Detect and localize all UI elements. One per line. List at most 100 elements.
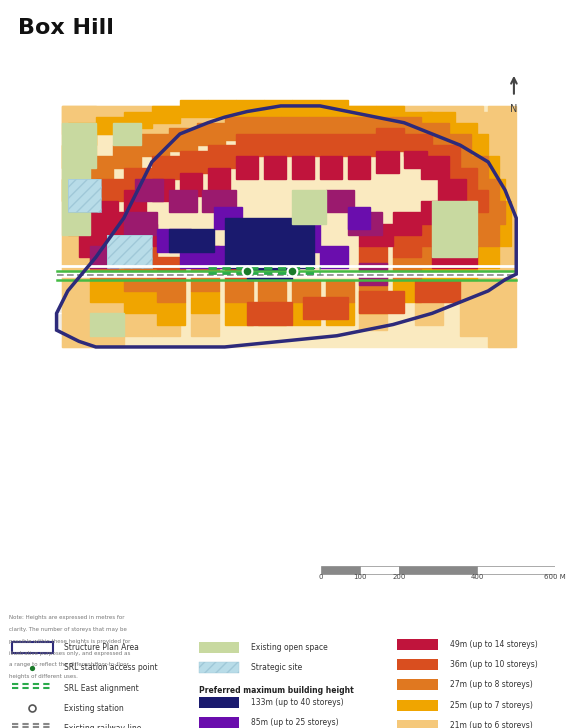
Bar <box>90 280 124 302</box>
Text: 600 M: 600 M <box>544 574 566 580</box>
Bar <box>477 201 505 223</box>
Bar <box>180 173 202 196</box>
Bar <box>326 302 354 325</box>
Text: Note: Heights are expressed in metres for: Note: Heights are expressed in metres fo… <box>9 615 124 620</box>
Bar <box>471 223 499 246</box>
Bar <box>68 179 90 201</box>
Text: 49m (up to 14 storeys): 49m (up to 14 storeys) <box>450 640 537 649</box>
Bar <box>62 167 90 235</box>
Bar <box>247 302 292 325</box>
Bar <box>225 302 253 325</box>
Bar <box>107 235 152 269</box>
Bar <box>90 313 124 336</box>
Text: Existing open space: Existing open space <box>251 643 328 652</box>
Bar <box>415 280 460 302</box>
Text: 0: 0 <box>319 574 324 580</box>
Bar <box>320 100 348 117</box>
Text: possible within these heights is provided for: possible within these heights is provide… <box>9 638 130 644</box>
Bar <box>236 157 258 179</box>
Bar <box>421 157 449 179</box>
Bar <box>90 302 118 336</box>
Bar <box>292 190 326 223</box>
Bar <box>264 157 286 179</box>
Bar <box>359 246 387 269</box>
Bar <box>393 280 421 302</box>
Bar <box>199 697 239 708</box>
Bar <box>199 662 239 673</box>
Bar <box>90 257 124 280</box>
Bar <box>426 111 454 134</box>
Bar <box>449 235 477 257</box>
Bar <box>482 223 510 246</box>
Text: 36m (up to 10 storeys): 36m (up to 10 storeys) <box>450 660 537 669</box>
Text: 27m (up to 8 storeys): 27m (up to 8 storeys) <box>450 681 533 689</box>
Bar <box>404 134 432 157</box>
Text: Strategic site: Strategic site <box>251 663 303 672</box>
Text: a range to reflect the different floor-to-floor: a range to reflect the different floor-t… <box>9 662 128 668</box>
Bar <box>303 296 348 319</box>
Bar <box>397 659 438 670</box>
Bar <box>482 201 510 223</box>
Bar <box>96 117 124 134</box>
Text: 85m (up to 25 storeys): 85m (up to 25 storeys) <box>251 718 339 727</box>
Bar <box>432 201 477 257</box>
Bar <box>124 167 152 190</box>
Bar <box>404 151 426 167</box>
Bar <box>158 229 191 252</box>
Bar <box>152 179 174 201</box>
Bar <box>376 128 404 151</box>
Bar <box>202 190 236 213</box>
Bar <box>258 302 286 325</box>
Bar <box>180 246 225 269</box>
Bar <box>348 134 376 157</box>
Bar <box>169 128 197 151</box>
Bar <box>90 246 118 269</box>
Bar <box>264 100 292 117</box>
Text: Existing railway line: Existing railway line <box>64 724 141 728</box>
Bar <box>197 123 225 145</box>
Bar <box>68 179 102 213</box>
Bar <box>68 196 90 218</box>
Text: 100: 100 <box>353 574 367 580</box>
Text: SRL East alignment: SRL East alignment <box>64 684 139 692</box>
Bar <box>393 213 421 235</box>
Bar <box>214 207 242 229</box>
Bar <box>107 235 152 269</box>
Bar <box>68 207 90 235</box>
Bar <box>449 167 477 190</box>
Bar <box>359 308 387 331</box>
Bar <box>135 179 163 201</box>
Bar <box>62 179 90 201</box>
Text: Box Hill: Box Hill <box>18 18 113 38</box>
Text: 25m (up to 7 storeys): 25m (up to 7 storeys) <box>450 701 533 710</box>
Bar <box>236 100 264 117</box>
Bar <box>393 257 421 280</box>
Bar <box>90 235 124 257</box>
Bar <box>264 134 292 157</box>
Bar <box>477 179 505 201</box>
Bar <box>359 263 387 285</box>
Bar <box>225 257 253 280</box>
Bar <box>191 246 219 269</box>
Bar <box>365 117 393 134</box>
Bar <box>158 280 186 302</box>
Bar <box>96 201 118 223</box>
Text: N: N <box>510 104 517 114</box>
Bar <box>421 123 449 145</box>
Bar <box>124 291 158 313</box>
Bar <box>438 179 466 201</box>
Bar <box>477 566 555 574</box>
Text: clarity. The number of storeys that may be: clarity. The number of storeys that may … <box>9 627 127 632</box>
Bar <box>449 123 477 145</box>
Bar <box>432 145 460 167</box>
Bar <box>113 145 141 167</box>
Text: heights of different uses.: heights of different uses. <box>9 674 78 679</box>
Bar <box>152 313 180 336</box>
Bar <box>79 235 107 257</box>
Bar <box>12 642 53 653</box>
Bar <box>124 213 158 235</box>
Bar <box>292 157 314 179</box>
Bar <box>393 117 421 134</box>
Bar <box>96 291 124 347</box>
Bar <box>397 720 438 728</box>
